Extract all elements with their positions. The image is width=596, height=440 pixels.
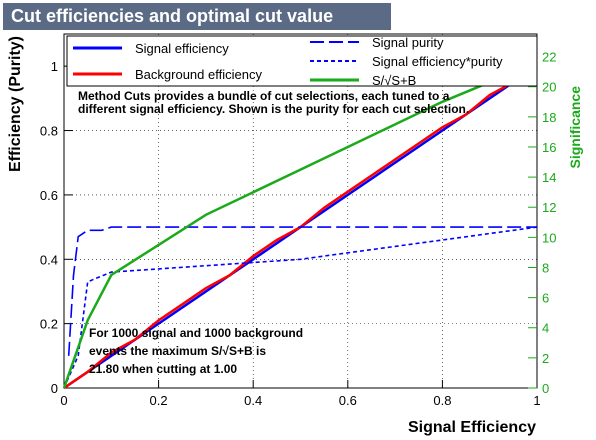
y2-tick-label: 8 <box>542 260 549 275</box>
legend-label-signal-purity: Signal purity <box>372 35 444 50</box>
y2-tick-label: 22 <box>542 50 556 65</box>
legend-label-signal-efficiency-purity: Signal efficiency*purity <box>372 54 503 69</box>
axis-ticks: 0 0.2 0.4 0.6 0.8 100.20.40.60.81024681012141… <box>40 50 557 408</box>
y2-tick-label: 20 <box>542 80 556 95</box>
y2-tick-label: 0 <box>542 381 549 396</box>
method-annotation-line2: different signal efficiency. Shown is th… <box>78 102 469 116</box>
y2-axis-label: Significance <box>567 86 583 169</box>
y-axis-label: Efficiency (Purity) <box>7 36 24 172</box>
series-line-purity <box>67 226 537 356</box>
y2-tick-label: 2 <box>542 351 549 366</box>
series-layer <box>62 58 538 390</box>
x-tick-label: 0 <box>60 393 67 408</box>
x-tick-label: 0.2 <box>150 393 168 408</box>
method-annotation-line1: Method Cuts provides a bundle of cut sel… <box>78 89 450 103</box>
x-tick-label: 0.6 <box>339 393 357 408</box>
y-tick-label: 1 <box>51 59 58 74</box>
legend-label-signal-efficiency: Signal efficiency <box>135 41 229 56</box>
result-annotation-line2: events the maximum S/√S+B is <box>89 344 266 358</box>
y2-tick-label: 14 <box>542 170 556 185</box>
title-box <box>3 3 391 30</box>
y2-tick-label: 18 <box>542 110 556 125</box>
x-tick-label: 0.4 <box>244 393 262 408</box>
y2-tick-label: 6 <box>542 291 549 306</box>
result-annotation-line3: 21.80 when cutting at 1.00 <box>89 362 237 376</box>
y2-tick-label: 16 <box>542 140 556 155</box>
plot-frame <box>63 33 538 389</box>
x-tick-label: 0.8 <box>433 393 451 408</box>
y2-tick-label: 10 <box>542 230 556 245</box>
y-tick-label: 0.2 <box>40 317 58 332</box>
y2-tick-label: 4 <box>542 321 549 336</box>
x-tick-label: 1 <box>533 393 540 408</box>
y-tick-label: 0 <box>51 381 58 396</box>
y-tick-label: 0.4 <box>40 252 58 267</box>
y-tick-label: 0.6 <box>40 188 58 203</box>
x-axis-label: Signal Efficiency <box>408 419 536 436</box>
chart-title: Cut efficiencies and optimal cut value <box>11 6 333 26</box>
legend-label-background-efficiency: Background efficiency <box>135 67 262 82</box>
legend-label-significance: S/√S+B <box>372 73 416 88</box>
result-annotation-line1: For 1000 signal and 1000 background <box>89 326 303 340</box>
legend-box <box>66 35 538 87</box>
y-tick-label: 0.8 <box>40 124 58 139</box>
y2-tick-label: 12 <box>542 200 556 215</box>
